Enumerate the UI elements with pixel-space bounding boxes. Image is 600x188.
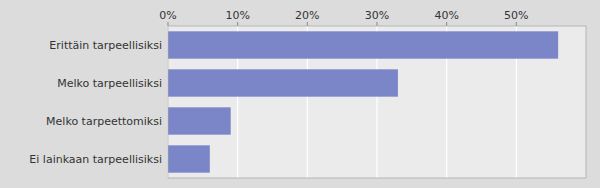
bar (168, 69, 398, 96)
tick-label: 0% (159, 9, 176, 22)
category-label: Erittäin tarpeellisiksi (49, 39, 162, 52)
y-axis: Ei lainkaan tarpeellisiksi Melko tarpeett… (29, 39, 162, 166)
tick-label: 30% (365, 9, 389, 22)
bar (168, 31, 558, 58)
tick-label: 50% (504, 9, 528, 22)
bar (168, 145, 210, 172)
tick-label: 20% (295, 9, 319, 22)
chart: 0% 10% 20% 30% 40% 50% Ei lainkaan tarpeellisi… (0, 0, 600, 188)
plot-frame (168, 26, 586, 178)
tick-mark (307, 22, 308, 26)
plot-background (168, 26, 586, 178)
category-label: Ei lainkaan tarpeellisiksi (29, 153, 162, 166)
bars (168, 31, 558, 172)
tick-mark (377, 22, 378, 26)
category-label: Melko tarpeettomiksi (46, 115, 162, 128)
tick-mark (168, 22, 169, 26)
x-axis: 0% 10% 20% 30% 40% 50% (159, 9, 528, 26)
bar (168, 107, 231, 134)
tick-mark (516, 22, 517, 26)
tick-label: 40% (434, 9, 458, 22)
chart-container: 0% 10% 20% 30% 40% 50% Ei lainkaan tarpeellisi… (0, 0, 600, 188)
tick-label: 10% (225, 9, 249, 22)
tick-mark (446, 22, 447, 26)
tick-mark (237, 22, 238, 26)
category-label: Melko tarpeellisiksi (57, 77, 162, 90)
